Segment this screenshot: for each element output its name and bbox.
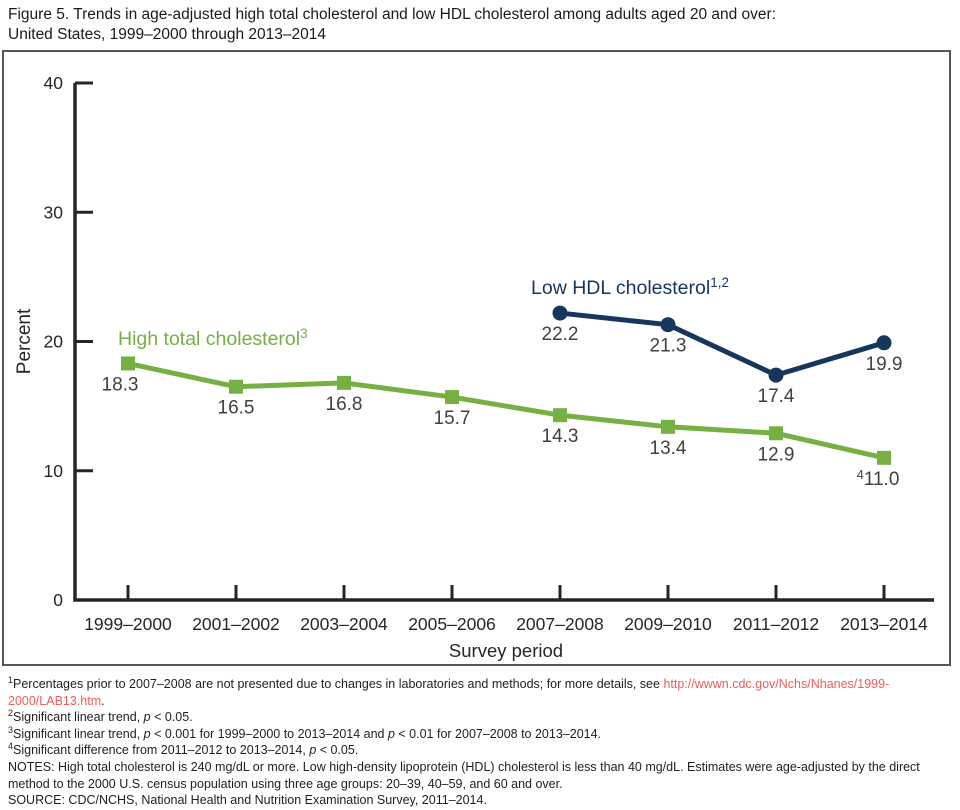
data-point-marker [337, 375, 351, 390]
y-tick-label: 30 [44, 202, 64, 222]
x-tick-label: 2009–2010 [624, 614, 712, 634]
y-tick-label: 0 [53, 590, 63, 610]
footnote-text: p [387, 726, 395, 741]
data-point-label: 13.4 [650, 438, 687, 459]
x-tick-label: 2007–2008 [516, 614, 604, 634]
x-tick-label: 1999–2000 [84, 614, 172, 634]
footnote-text: Significant difference from 2011–2012 to… [13, 743, 310, 758]
footnote-line: 2Significant linear trend, p < 0.05. [8, 709, 954, 726]
data-point-label: 22.2 [542, 324, 579, 345]
footnote-text: NOTES: High total cholesterol is 240 mg/… [8, 759, 920, 791]
footnote-line: SOURCE: CDC/NCHS, National Health and Nu… [8, 792, 954, 809]
y-axis-title: Percent [14, 308, 35, 374]
cholesterol-trend-chart: 0 10 20 30 40 1999–2000 2001–2002 2003–2004 2005… [14, 73, 934, 661]
footnote-text: p [143, 710, 151, 725]
chart-container: 0 10 20 30 40 1999–2000 2001–2002 2003–2004 2005… [2, 50, 951, 666]
data-point-label: 16.5 [218, 398, 255, 419]
x-tick-label: 2013–2014 [840, 614, 928, 634]
x-tick-label: 2011–2012 [733, 614, 819, 634]
footnote-superscript: 3 [8, 724, 14, 735]
data-point-label: 18.3 [102, 374, 139, 395]
footnote-text: p [143, 726, 151, 741]
footnote-text: Significant linear trend, [13, 710, 144, 725]
x-tick-label: 2001–2002 [192, 614, 280, 634]
y-tick-label: 10 [44, 461, 64, 481]
series-line [559, 310, 885, 378]
footnote-text: Percentages prior to 2007–2008 are not p… [13, 677, 664, 691]
y-tick-label: 20 [44, 332, 64, 352]
data-point-marker [876, 335, 892, 351]
footnote-text: < 0.05. [150, 710, 193, 725]
footnote-text: SOURCE: CDC/NCHS, National Health and Nu… [8, 793, 487, 808]
series-label: Low HDL cholesterol1,2 [531, 275, 729, 299]
series-line [127, 361, 885, 461]
figure-title: Figure 5. Trends in age-adjusted high to… [8, 5, 954, 44]
footnote-line: 1Percentages prior to 2007–2008 are not … [8, 674, 954, 709]
data-point-marker [877, 450, 891, 465]
footnotes: 1Percentages prior to 2007–2008 are not … [8, 674, 954, 809]
footnote-text: < 0.05. [316, 743, 359, 758]
footnote-link[interactable]: http://wwwn.cdc.gov/Nchs/Nhanes/1999- [663, 677, 890, 691]
data-point-marker [553, 408, 567, 423]
x-tick-label: 2005–2006 [408, 614, 496, 634]
data-point-marker [445, 390, 459, 405]
footnote-text: < 0.01 for 2007–2008 to 2013–2014. [394, 726, 602, 741]
x-axis-title: Survey period [449, 640, 563, 661]
figure-title-line2: United States, 1999–2000 through 2013–20… [8, 25, 327, 43]
data-point-label: 14.3 [542, 426, 579, 447]
data-point-marker [552, 305, 568, 321]
footnote-line: 4Significant difference from 2011–2012 t… [8, 742, 954, 759]
x-tick-label: 2003–2004 [300, 614, 388, 634]
y-tick-label: 40 [44, 73, 64, 93]
axes-lines [73, 83, 934, 602]
series-label: High total cholesterol3 [118, 326, 308, 350]
data-point-marker [768, 367, 784, 383]
data-point-marker [769, 426, 783, 441]
footnote-superscript: 2 [8, 708, 14, 719]
data-point-label: 12.9 [758, 444, 795, 465]
figure-title-line1: Figure 5. Trends in age-adjusted high to… [8, 6, 777, 23]
data-point-label: 21.3 [650, 336, 687, 357]
data-point-marker [229, 379, 243, 394]
data-point-marker [661, 419, 675, 434]
data-point-label: 411.0 [857, 467, 900, 490]
footnote-text: Significant linear trend, [13, 726, 144, 741]
data-point-label: 19.9 [866, 354, 903, 375]
footnote-text: . [101, 693, 105, 708]
data-point-label: 16.8 [326, 394, 363, 415]
data-point-label: 17.4 [758, 386, 795, 407]
footnote-line: NOTES: High total cholesterol is 240 mg/… [8, 759, 954, 792]
data-point-marker [121, 356, 135, 371]
data-point-label: 15.7 [434, 408, 471, 429]
footnote-text: < 0.001 for 1999–2000 to 2013–2014 and [150, 726, 388, 741]
footnote-line: 3Significant linear trend, p < 0.001 for… [8, 724, 954, 743]
footnote-superscript: 4 [8, 741, 14, 752]
footnote-superscript: 1 [8, 674, 14, 685]
data-point-marker [660, 317, 676, 333]
footnote-text: p [309, 743, 317, 758]
footnote-link[interactable]: 2000/LAB13.htm [8, 693, 102, 708]
